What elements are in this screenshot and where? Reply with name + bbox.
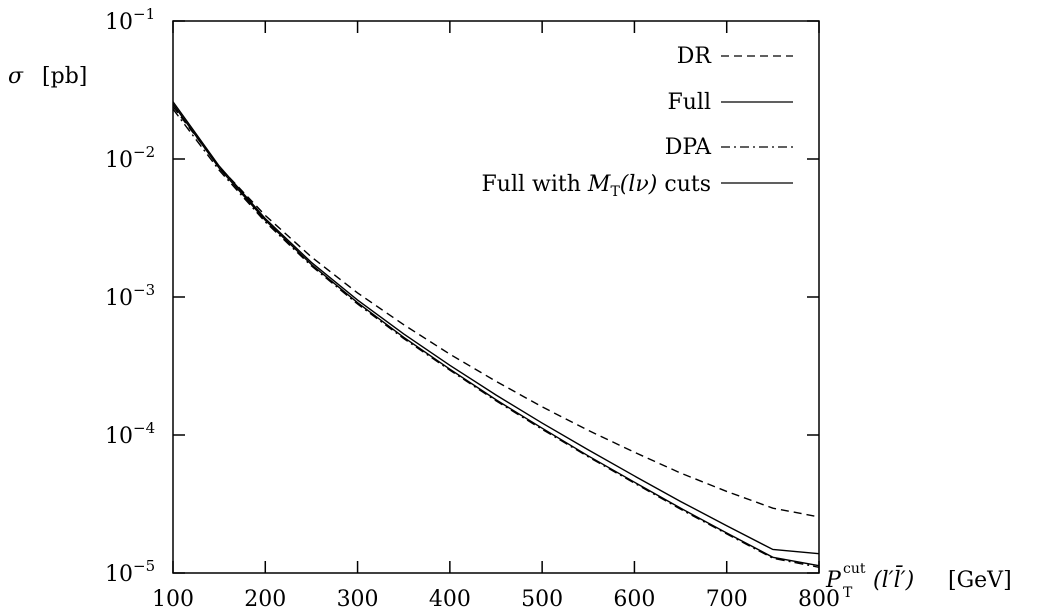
legend-label-dpa: DPA — [665, 135, 712, 160]
y-tick-label: 10−2 — [105, 143, 155, 173]
x-tick-label: 500 — [521, 587, 563, 612]
y-axis-ticks: 10−5 10−4 10−3 10−2 10−1 — [105, 5, 819, 587]
y-axis-label: σ [pb] — [8, 64, 87, 89]
x-axis-label-sup: cut — [843, 561, 866, 577]
x-tick-label: 200 — [244, 587, 286, 612]
x-axis-label-sub: T — [843, 585, 853, 601]
x-axis-label-arg: (l′l̄′) — [873, 565, 914, 593]
x-tick-label: 400 — [429, 587, 471, 612]
x-axis-ticks: 100 200 300 400 500 600 700 800 — [152, 21, 840, 612]
legend-label-dr: DR — [677, 44, 713, 69]
series-line-0 — [172, 106, 820, 518]
legend: DR Full DPA Full with MT(lν) cuts — [482, 44, 793, 200]
y-tick-label: 10−1 — [105, 5, 155, 35]
x-axis-label-unit: [GeV] — [948, 568, 1012, 593]
series-line-2 — [172, 108, 820, 568]
y-tick-label: 10−5 — [105, 557, 155, 587]
x-tick-label: 300 — [337, 587, 379, 612]
series-lines — [172, 101, 820, 568]
y-tick-label: 10−3 — [105, 281, 155, 311]
x-tick-label: 800 — [798, 587, 840, 612]
y-axis-label-symbol: σ — [8, 64, 24, 89]
series-line-3 — [172, 101, 820, 555]
x-tick-label: 100 — [152, 587, 194, 612]
x-axis-label: P cut T (l′l̄′) [GeV] — [825, 561, 1012, 601]
y-tick-label: 10−4 — [105, 419, 155, 449]
x-axis-label-main: P — [825, 568, 842, 593]
x-tick-label: 600 — [613, 587, 655, 612]
x-tick-label: 700 — [706, 587, 748, 612]
legend-label-full-mt: Full with MT(lν) cuts — [482, 172, 711, 200]
legend-label-full: Full — [667, 90, 711, 115]
y-axis-label-unit: [pb] — [42, 64, 87, 89]
series-line-1 — [172, 103, 820, 567]
